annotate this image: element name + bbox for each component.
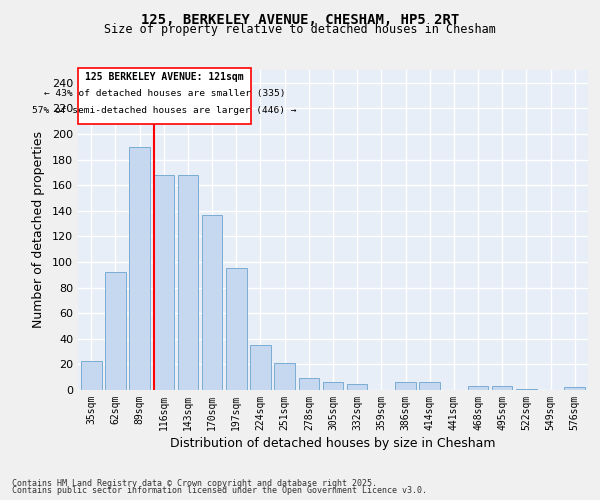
Text: 125 BERKELEY AVENUE: 121sqm: 125 BERKELEY AVENUE: 121sqm [85, 72, 244, 82]
Bar [130, 147, 150, 390]
Bar [468, 386, 488, 390]
Y-axis label: Number of detached properties: Number of detached properties [32, 132, 45, 328]
Bar [323, 382, 343, 390]
Bar [492, 386, 512, 390]
Text: ← 43% of detached houses are smaller (335): ← 43% of detached houses are smaller (33… [44, 89, 286, 98]
FancyBboxPatch shape [78, 68, 251, 124]
Text: Contains HM Land Registry data © Crown copyright and database right 2025.: Contains HM Land Registry data © Crown c… [12, 478, 377, 488]
Bar [202, 214, 223, 390]
Bar [226, 268, 247, 390]
Bar [250, 345, 271, 390]
Bar [81, 360, 101, 390]
Bar [347, 384, 367, 390]
Text: Contains public sector information licensed under the Open Government Licence v3: Contains public sector information licen… [12, 486, 427, 495]
Bar [419, 382, 440, 390]
Bar [154, 175, 174, 390]
Bar [105, 272, 126, 390]
Bar [178, 175, 198, 390]
Text: Size of property relative to detached houses in Chesham: Size of property relative to detached ho… [104, 22, 496, 36]
Bar [516, 388, 536, 390]
Text: 57% of semi-detached houses are larger (446) →: 57% of semi-detached houses are larger (… [32, 106, 297, 115]
Text: 125, BERKELEY AVENUE, CHESHAM, HP5 2RT: 125, BERKELEY AVENUE, CHESHAM, HP5 2RT [141, 12, 459, 26]
Bar [299, 378, 319, 390]
Bar [274, 363, 295, 390]
Bar [565, 388, 585, 390]
X-axis label: Distribution of detached houses by size in Chesham: Distribution of detached houses by size … [170, 437, 496, 450]
Bar [395, 382, 416, 390]
